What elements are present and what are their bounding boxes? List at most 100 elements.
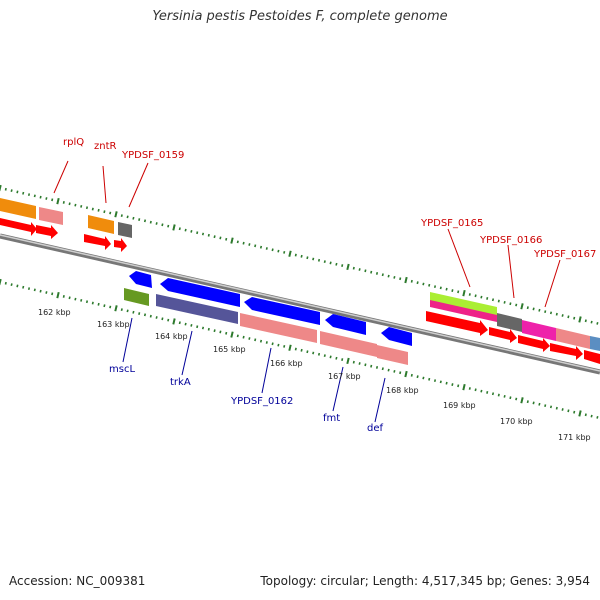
minor-tick: [109, 211, 112, 215]
minor-tick: [428, 377, 431, 381]
scale-label: 171 kbp: [558, 433, 591, 442]
gene-label-mscl[interactable]: mscL: [109, 364, 135, 375]
minor-tick: [341, 358, 344, 361]
gene-label-ypdsf-0162[interactable]: YPDSF_0162: [230, 396, 293, 407]
minor-tick: [428, 283, 431, 287]
gene-feature[interactable]: [320, 331, 377, 357]
major-tick: [288, 344, 292, 351]
minor-tick: [538, 402, 541, 406]
minor-tick: [161, 223, 164, 227]
gene-feature[interactable]: [0, 198, 36, 219]
minor-tick: [138, 312, 141, 315]
major-tick: [0, 184, 2, 192]
minor-tick: [584, 413, 587, 417]
minor-tick: [410, 279, 413, 283]
gene-label-ypdsf-0165[interactable]: YPDSF_0165: [420, 218, 483, 229]
gene-feature[interactable]: [584, 350, 600, 364]
minor-tick: [451, 383, 454, 386]
minor-tick: [236, 240, 239, 244]
minor-tick: [387, 274, 390, 278]
minor-tick: [294, 253, 297, 257]
minor-tick: [584, 319, 587, 323]
minor-tick: [532, 307, 535, 311]
gene-feature[interactable]: [430, 300, 497, 322]
minor-tick: [300, 348, 303, 352]
major-tick: [56, 291, 60, 299]
minor-tick: [196, 231, 199, 235]
minor-tick: [178, 227, 181, 231]
genome-summary-text: Topology: circular; Length: 4,517,345 bp…: [260, 574, 590, 588]
minor-tick: [265, 341, 268, 344]
gene-feature[interactable]: [325, 314, 366, 335]
gene-feature[interactable]: [377, 345, 408, 365]
minor-tick: [515, 303, 518, 307]
minor-tick: [97, 302, 100, 306]
gene-feature[interactable]: [518, 335, 550, 352]
gene-feature[interactable]: [240, 313, 317, 343]
gene-feature[interactable]: [556, 328, 590, 349]
minor-tick: [80, 205, 83, 208]
minor-tick: [16, 190, 19, 194]
gene-feature[interactable]: [160, 278, 240, 307]
minor-tick: [503, 301, 506, 304]
gene-feature[interactable]: [36, 225, 58, 239]
major-tick: [0, 278, 2, 286]
gene-label-ypdsf-0166[interactable]: YPDSF_0166: [479, 235, 542, 246]
minor-tick: [416, 281, 419, 285]
gene-label-fmt[interactable]: fmt: [323, 413, 340, 424]
minor-tick: [155, 222, 158, 225]
gene-feature[interactable]: [550, 343, 583, 360]
gene-feature[interactable]: [0, 218, 37, 236]
gene-feature[interactable]: [426, 311, 488, 336]
minor-tick: [549, 311, 553, 315]
gene-label-ypdsf-0167[interactable]: YPDSF_0167: [533, 249, 596, 260]
minor-tick: [555, 312, 558, 316]
gene-feature[interactable]: [430, 292, 497, 317]
gene-feature[interactable]: [84, 234, 111, 250]
gene-feature[interactable]: [88, 215, 114, 234]
minor-tick: [184, 322, 187, 326]
minor-tick: [10, 189, 13, 192]
minor-tick: [225, 331, 228, 335]
minor-tick: [167, 318, 170, 322]
minor-tick: [329, 355, 332, 359]
gene-feature[interactable]: [156, 294, 238, 324]
gene-feature[interactable]: [489, 327, 517, 343]
gene-label-trka[interactable]: trkA: [170, 377, 191, 388]
gene-feature[interactable]: [124, 288, 149, 306]
minor-tick: [329, 261, 332, 265]
gene-feature[interactable]: [497, 313, 522, 332]
gene-label-ypdsf-0159[interactable]: YPDSF_0159: [121, 150, 184, 161]
scale-label: 166 kbp: [270, 359, 303, 368]
gene-feature[interactable]: [129, 271, 152, 288]
gene-feature[interactable]: [114, 238, 127, 252]
genome-backbone: [0, 233, 600, 375]
minor-tick: [439, 380, 442, 384]
gene-feature[interactable]: [244, 297, 320, 325]
minor-tick: [242, 241, 245, 245]
minor-tick: [596, 416, 599, 419]
minor-tick: [184, 228, 187, 232]
minor-tick: [126, 309, 129, 313]
minor-tick: [486, 297, 489, 300]
gene-label-zntr[interactable]: zntR: [94, 141, 117, 152]
minor-tick: [474, 294, 477, 298]
minor-tick: [300, 254, 303, 258]
minor-tick: [480, 389, 483, 393]
major-tick: [56, 197, 60, 205]
gene-label-def[interactable]: def: [367, 423, 384, 434]
gene-feature[interactable]: [118, 222, 132, 238]
minor-tick: [312, 257, 315, 261]
minor-tick: [480, 295, 483, 299]
minor-tick: [422, 282, 425, 286]
gene-feature[interactable]: [590, 336, 600, 351]
minor-tick: [27, 287, 31, 290]
gene-label-rplq[interactable]: rplQ: [63, 137, 84, 148]
major-tick: [288, 250, 292, 257]
minor-tick: [294, 347, 297, 351]
gene-feature[interactable]: [522, 320, 556, 341]
gene-feature[interactable]: [39, 207, 63, 225]
gene-feature[interactable]: [381, 327, 412, 346]
minor-tick: [306, 350, 309, 354]
minor-tick: [590, 320, 593, 324]
